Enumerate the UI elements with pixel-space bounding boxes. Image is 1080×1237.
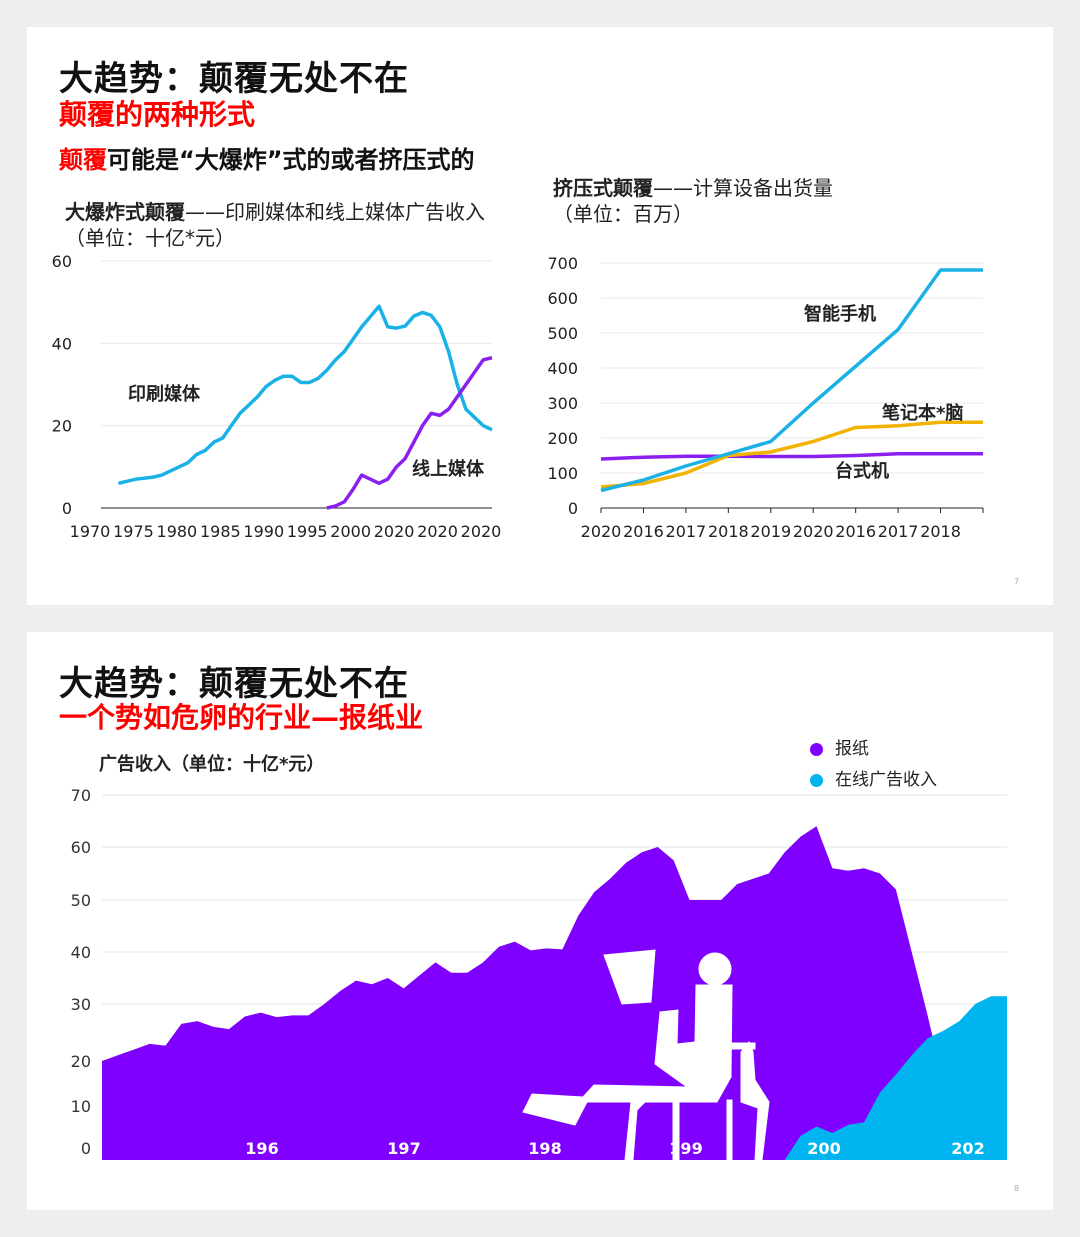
x-tick-label: 2020 [461, 522, 502, 541]
x-tick-label: 200 [807, 1139, 840, 1158]
y-tick-label: 400 [547, 359, 578, 378]
right-chart-title: 挤压式颠覆——计算设备出货量 （单位：百万） [553, 175, 853, 227]
legend-item-newspaper: 报纸 [810, 734, 937, 759]
slide-title: 大趋势：颠覆无处不在 [59, 664, 409, 704]
slide-subtitle: 颠覆的两种形式 [59, 98, 256, 131]
x-tick-label: 197 [387, 1139, 420, 1158]
legend-label: 报纸 [835, 739, 869, 759]
area-online [102, 996, 1007, 1160]
page-number: 8 [1014, 1184, 1020, 1193]
y-tick-label: 60 [71, 838, 91, 857]
x-tick-label: 1985 [200, 522, 241, 541]
x-tick-label: 1990 [243, 522, 284, 541]
slide-title: 大趋势：颠覆无处不在 [59, 59, 409, 99]
x-tick-label: 202 [951, 1139, 984, 1158]
label-desktop: 台式机 [835, 460, 889, 482]
y-tick-label: 0 [81, 1139, 91, 1158]
x-tick-label: 199 [669, 1139, 702, 1158]
slide-subtitle: 一个势如危卵的行业—报纸业 [59, 701, 424, 734]
legend: 报纸 在线广告收入 [810, 734, 937, 790]
y-tick-label: 300 [547, 394, 578, 413]
legend-label: 在线广告收入 [835, 770, 937, 790]
y-tick-label: 50 [71, 891, 91, 910]
lead-statement: 颠覆可能是“大爆炸”式的或者挤压式的 [59, 140, 475, 175]
x-tick-label: 2019 [750, 522, 791, 541]
x-tick-label: 2000 [330, 522, 371, 541]
y-tick-label: 0 [568, 499, 578, 518]
lead-text: 可能是“大爆炸”式的或者挤压式的 [107, 146, 475, 174]
x-tick-label: 2020 [374, 522, 415, 541]
y-tick-label: 200 [547, 429, 578, 448]
series-line-smartphone [600, 268, 983, 493]
y-tick-label: 20 [71, 1052, 91, 1071]
y-tick-label: 500 [547, 324, 578, 343]
y-tick-label: 0 [62, 499, 72, 518]
series-line-notebook [600, 420, 983, 489]
newspaper-revenue-chart: 0 10 20 30 40 50 60 70 196 197 198 199 200 202 [71, 786, 1007, 1161]
series-line-online [326, 356, 493, 510]
series-line-desktop [600, 452, 983, 461]
x-tick-label: 2020 [417, 522, 458, 541]
x-tick-label: 2016 [835, 522, 876, 541]
lead-red-word: 颠覆 [59, 146, 107, 174]
x-tick-label: 2020 [581, 522, 622, 541]
area-newspaper [102, 826, 944, 1160]
x-tick-label: 1970 [70, 522, 111, 541]
right-chart-title-rest: ——计算设备出货量 [653, 176, 833, 200]
y-tick-label: 100 [547, 464, 578, 483]
x-tick-label: 1975 [113, 522, 154, 541]
right-chart-title-bold: 挤压式颠覆 [553, 176, 653, 200]
x-tick-label: 2018 [920, 522, 961, 541]
right-chart-title-unit: （单位：百万） [553, 202, 693, 226]
slide-disruption-forms: 大趋势：颠覆无处不在 颠覆的两种形式 颠覆可能是“大爆炸”式的或者挤压式的 大爆… [27, 27, 1053, 605]
x-tick-label: 2016 [623, 522, 664, 541]
y-tick-label: 40 [71, 943, 91, 962]
x-tick-label: 1995 [287, 522, 328, 541]
series-line-print [117, 304, 493, 486]
y-tick-label: 60 [52, 252, 72, 271]
slide-newspaper-industry: 大趋势：颠覆无处不在 一个势如危卵的行业—报纸业 广告收入（单位：十亿*元） 报… [27, 632, 1053, 1210]
x-tick-label: 2018 [708, 522, 749, 541]
x-tick-label: 2017 [878, 522, 919, 541]
left-chart-title-bold: 大爆炸式颠覆 [65, 200, 185, 224]
legend-item-online: 在线广告收入 [810, 765, 937, 790]
label-online-media: 线上媒体 [412, 458, 485, 480]
x-tick-label: 2020 [793, 522, 834, 541]
page-number: 7 [1014, 577, 1020, 586]
reading-person-icon [522, 949, 770, 1161]
chart-title: 广告收入（单位：十亿*元） [99, 754, 325, 775]
y-tick-label: 70 [71, 786, 91, 805]
label-smartphone: 智能手机 [804, 303, 876, 325]
x-tick-label: 2017 [666, 522, 707, 541]
y-tick-label: 40 [52, 334, 72, 353]
label-notebook: 笔记本*脑 [882, 402, 963, 424]
y-tick-label: 30 [71, 995, 91, 1014]
x-tick-label: 1980 [157, 522, 198, 541]
y-tick-label: 10 [71, 1097, 91, 1116]
left-chart-title: 大爆炸式颠覆——印刷媒体和线上媒体广告收入（单位：十亿*元） [65, 199, 505, 251]
legend-dot-icon [810, 773, 823, 787]
left-chart-title-rest: ——印刷媒体和线上媒体广告收入（单位：十亿*元） [65, 200, 485, 250]
legend-dot-icon [810, 742, 823, 756]
y-tick-label: 20 [52, 417, 72, 436]
label-print-media: 印刷媒体 [128, 383, 201, 405]
x-tick-label: 196 [245, 1139, 278, 1158]
y-tick-label: 700 [547, 254, 578, 273]
x-tick-label: 198 [528, 1139, 561, 1158]
y-tick-label: 600 [547, 289, 578, 308]
